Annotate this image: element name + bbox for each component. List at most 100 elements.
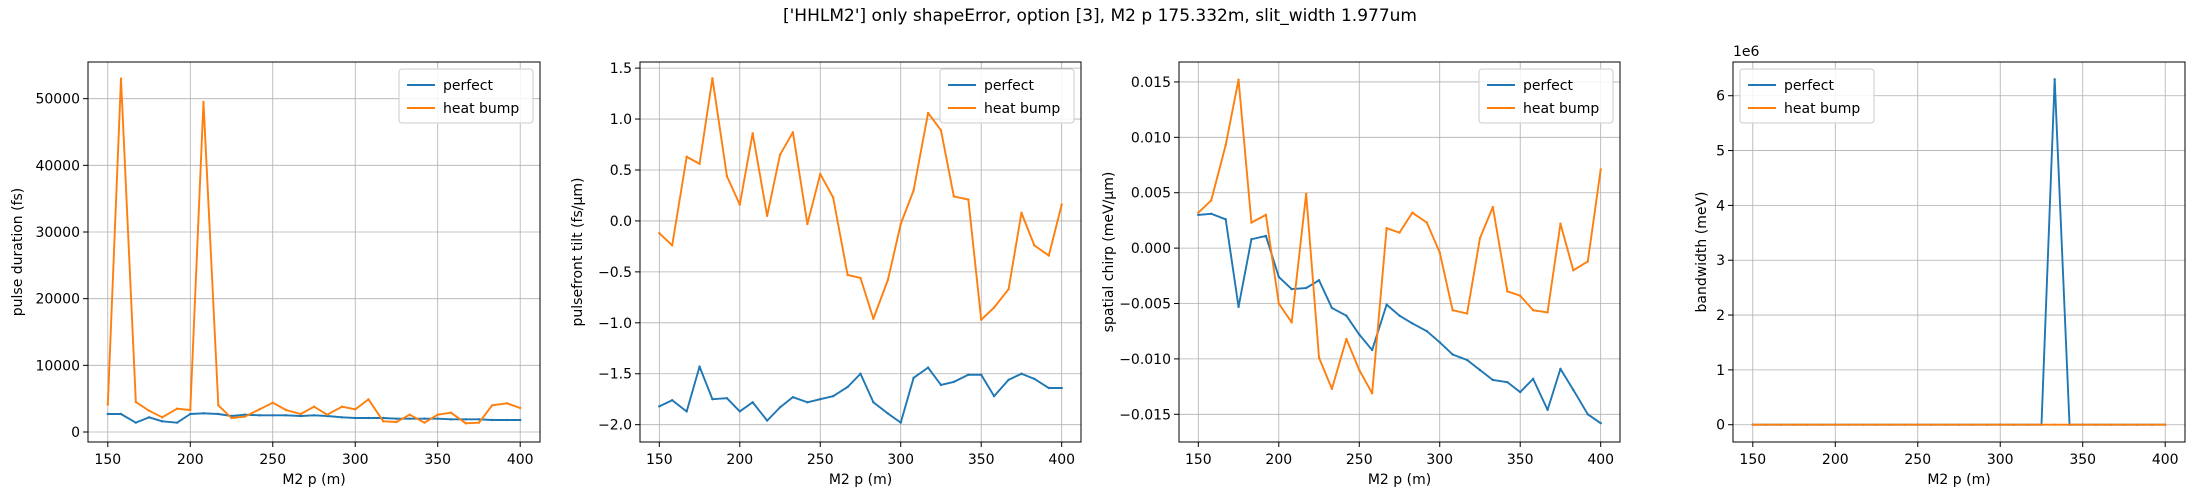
x-tick-label: 400 (507, 452, 534, 468)
data-point-heat-bump (436, 413, 439, 416)
legend-box (1739, 68, 1875, 124)
data-point-perfect (2053, 78, 2056, 81)
series-line-perfect (1198, 212, 1602, 424)
data-point-heat-bump (258, 408, 261, 411)
y-tick-label: 30000 (35, 225, 80, 241)
data-point-heat-bump (449, 411, 453, 414)
y-tick-label: 10000 (35, 358, 80, 374)
data-point-heat-bump (2068, 423, 2071, 426)
data-point-heat-bump (967, 198, 970, 201)
data-point-heat-bump (1345, 337, 1348, 341)
data-point-heat-bump (1957, 423, 1961, 426)
data-point-heat-bump (912, 189, 915, 192)
data-point-perfect (312, 414, 316, 417)
data-point-perfect (711, 398, 714, 401)
legend-label: perfect (443, 78, 493, 94)
data-point-perfect (819, 398, 822, 401)
data-point-heat-bump (831, 196, 835, 199)
data-point-heat-bump (791, 131, 795, 134)
chart-panel-2: 150 200 250 300 350 400 −2.0 −1.5 −1.0 −0.5 0.0 0.5… (570, 61, 1082, 488)
data-point-heat-bump (243, 415, 246, 418)
data-point-heat-bump (1999, 423, 2002, 426)
data-point-heat-bump (1751, 423, 1754, 426)
legend-label: perfect (1784, 78, 1834, 94)
data-point-heat-bump (1519, 294, 1522, 297)
data-point-heat-bump (490, 404, 494, 407)
axes-frame (1732, 61, 2186, 443)
data-point-heat-bump (1806, 423, 1809, 426)
data-point-heat-bump (202, 100, 205, 104)
data-point-perfect (189, 412, 192, 416)
data-point-heat-bump (859, 276, 862, 280)
x-tick-label: 300 (1426, 452, 1453, 468)
series-line-heat-bump (1197, 78, 1602, 395)
x-tick-label: 300 (887, 452, 914, 468)
data-point-heat-bump (2012, 423, 2015, 426)
data-point-heat-bump (2135, 423, 2139, 426)
data-point-heat-bump (1060, 203, 1063, 206)
data-point-perfect (175, 421, 179, 424)
data-point-heat-bump (312, 405, 316, 408)
data-point-heat-bump (1792, 423, 1796, 426)
data-point-perfect (436, 417, 439, 420)
data-point-heat-bump (1506, 290, 1509, 293)
legend: perfect heat bump (398, 68, 534, 124)
data-point-heat-bump (189, 408, 192, 412)
y-tick-label: 1.5 (610, 61, 632, 77)
data-point-perfect (505, 418, 509, 422)
y-tick-label: 0.5 (610, 163, 632, 179)
data-point-heat-bump (1047, 254, 1051, 257)
axes-frame (87, 61, 541, 443)
data-point-heat-bump (1290, 321, 1293, 324)
data-point-perfect (1197, 213, 1200, 217)
y-tick-label: 0.000 (1131, 241, 1171, 257)
y-tick-label: −2.0 (598, 418, 632, 434)
y-tick-label: 1 (1716, 363, 1725, 379)
y-axis-label: spatial chirp (meV/μm) (1101, 172, 1117, 333)
legend-box (1478, 68, 1614, 124)
data-point-perfect (106, 412, 109, 416)
y-tick-label: 40000 (35, 158, 80, 174)
legend: perfect heat bump (939, 68, 1075, 124)
data-point-heat-bump (106, 403, 109, 406)
data-point-perfect (725, 396, 729, 400)
data-point-perfect (1290, 287, 1293, 291)
data-point-heat-bump (670, 244, 674, 247)
data-point-perfect (217, 412, 220, 416)
data-point-perfect (340, 416, 344, 419)
y-tick-label: 0 (1716, 418, 1725, 434)
data-point-heat-bump (299, 412, 303, 416)
data-point-perfect (992, 394, 996, 398)
data-point-perfect (1033, 377, 1036, 381)
data-point-perfect (1020, 372, 1023, 375)
data-point-heat-bump (464, 422, 467, 425)
x-tick-label: 400 (1048, 452, 1075, 468)
legend-label: heat bump (984, 101, 1060, 117)
data-point-perfect (119, 412, 123, 416)
data-point-heat-bump (711, 77, 714, 80)
data-point-perfect (765, 419, 769, 422)
data-point-heat-bump (1478, 236, 1482, 240)
data-point-perfect (1478, 368, 1482, 372)
data-point-perfect (1358, 333, 1361, 336)
data-point-heat-bump (1250, 221, 1253, 224)
data-point-heat-bump (284, 408, 288, 412)
data-point-heat-bump (2081, 423, 2084, 426)
data-point-heat-bump (1277, 302, 1280, 305)
data-point-perfect (1491, 378, 1495, 382)
data-point-heat-bump (1764, 423, 1768, 426)
data-point-heat-bump (1411, 211, 1414, 214)
data-point-heat-bump (1546, 311, 1549, 314)
data-point-perfect (464, 418, 467, 421)
data-point-heat-bump (2027, 423, 2030, 426)
data-point-perfect (477, 418, 481, 421)
data-point-perfect (1425, 330, 1429, 333)
data-point-heat-bump (1438, 251, 1441, 254)
data-point-perfect (147, 416, 151, 419)
data-point-perfect (1506, 380, 1509, 384)
data-point-heat-bump (952, 195, 956, 198)
data-point-perfect (395, 417, 398, 420)
y-tick-label: −1.5 (598, 367, 632, 383)
data-point-perfect (939, 383, 943, 387)
